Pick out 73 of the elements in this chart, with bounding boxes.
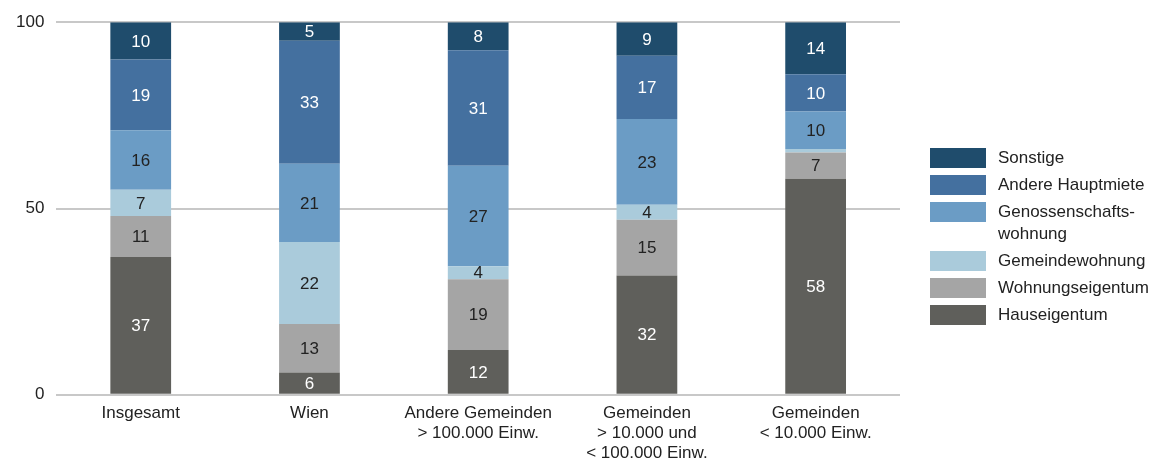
bar [785,178,847,394]
data-label: 7 [135,193,146,213]
bar [785,111,847,149]
y-tick-label: 50 [25,198,45,218]
bar [616,55,678,120]
bar [785,148,847,153]
data-label: 10 [806,120,826,140]
bar [110,130,172,190]
data-label: 37 [131,316,151,336]
data-label: 13 [299,338,319,358]
bar [279,372,340,394]
bar [616,22,678,56]
data-label: 5 [304,22,315,42]
data-label: 23 [637,152,657,172]
bar [447,165,509,267]
bar [279,324,340,373]
data-label: 8 [473,26,483,46]
bar [279,22,340,41]
legend-label: Andere Hauptmiete [998,174,1145,196]
data-label: 19 [131,85,151,105]
data-label: 27 [468,206,488,226]
data-label: 32 [637,325,657,345]
data-label: 7 [810,156,821,176]
bar [785,74,847,112]
bar [110,22,172,60]
data-label: 11 [131,227,150,247]
data-label: 15 [637,238,657,258]
bar [785,22,847,75]
data-label: 33 [299,93,319,112]
data-label: 14 [806,38,826,58]
data-label: 10 [806,83,826,103]
data-label: 10 [131,31,151,51]
data-label: 22 [299,273,319,293]
data-label: 4 [473,263,483,283]
bar [279,40,340,164]
data-label: 17 [637,78,657,98]
bar [616,219,678,276]
data-label: 58 [806,276,826,296]
data-label: 12 [468,362,488,382]
x-tick-label: Gemeinden < 10.000 Einw. [759,402,872,443]
x-tick-label: Insgesamt [101,402,181,422]
bar [447,279,509,351]
data-label: 31 [468,98,488,118]
data-label: 6 [304,373,315,393]
bar [447,22,509,51]
x-tick-label: Gemeinden > 10.000 und < 100.000 Einw. [586,402,708,463]
y-tick-label: 0 [34,384,45,404]
bar [616,275,678,394]
bar [616,119,678,205]
legend-label: Genossenschafts- wohnung [998,201,1136,245]
bar [110,256,172,394]
bar [447,350,509,394]
bar [110,189,172,216]
x-tick-label: Wien [290,402,329,422]
y-tick-label: 100 [15,11,45,31]
data-label: 19 [468,305,488,325]
data-label: 16 [131,150,151,170]
bar [110,215,172,257]
legend-label: Sonstige [998,147,1065,169]
data-label: 9 [642,29,652,49]
legend-label: Wohnungseigentum [998,277,1149,299]
bar [616,204,678,220]
legend-label: Hauseigentum [998,304,1108,326]
x-tick-label: Andere Gemeinden > 100.000 Einw. [404,402,552,443]
bar [447,266,509,280]
data-label: 21 [299,193,319,213]
bar [279,163,340,243]
legend-label: Gemeindewohnung [998,250,1146,272]
bar [279,242,340,325]
bar [110,59,172,131]
bar [785,152,847,179]
bar [447,50,509,166]
data-label: 4 [642,202,652,222]
